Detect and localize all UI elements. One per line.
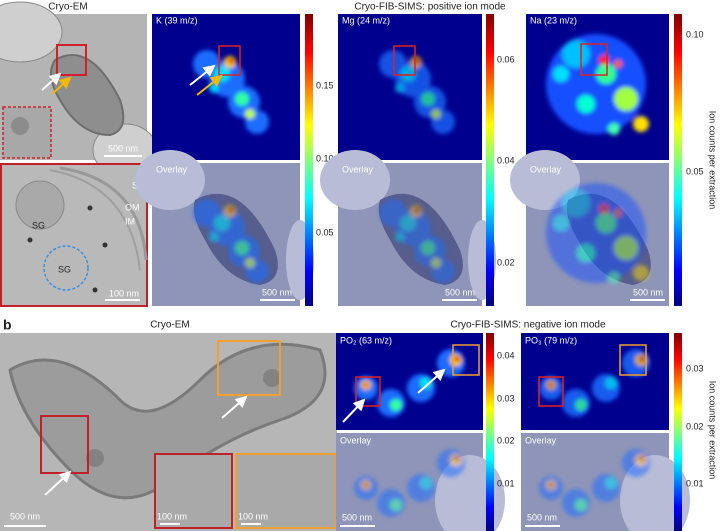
colorbar-tick-label: 0.01	[686, 478, 704, 488]
cryo-em-title: Cryo-EM	[48, 2, 87, 13]
overlay-label: Overlay	[530, 164, 562, 174]
panel-label: b	[3, 317, 12, 333]
overlay-image	[521, 433, 690, 531]
colorbar-tick-label: 0.05	[316, 227, 334, 237]
colorbar	[674, 333, 682, 531]
zoom-label: IM	[125, 216, 135, 226]
overlay-label: Overlay	[156, 164, 188, 174]
colorbar-tick-label: 0.06	[497, 54, 515, 64]
colorbar	[486, 333, 494, 531]
map-title: PO₂ (63 m/z)	[340, 335, 392, 345]
zoom-image	[0, 163, 148, 307]
scale-bar-label: 500 nm	[262, 287, 292, 297]
colorbar	[486, 14, 494, 306]
axis-label: Ion counts per extraction	[708, 111, 718, 210]
scale-bar-label: 100 nm	[238, 511, 268, 521]
zoom-label: S	[132, 180, 138, 190]
overlay-image	[510, 150, 669, 306]
colorbar	[305, 14, 313, 306]
zoom-label: OM	[125, 202, 140, 212]
colorbar-tick-label: 0.03	[497, 393, 515, 403]
overlay-image	[336, 433, 505, 531]
colorbar	[674, 14, 682, 306]
ion-map	[336, 333, 483, 430]
map-title: Mg (24 m/z)	[342, 15, 390, 25]
scale-bar-label: 500 nm	[108, 143, 138, 153]
colorbar-tick-label: 0.10	[686, 29, 704, 39]
overlay-image	[320, 150, 496, 306]
colorbar-tick-label: 0.04	[497, 350, 515, 360]
colorbar-tick-label: 0.03	[686, 363, 704, 373]
colorbar-tick-label: 0.04	[497, 155, 515, 165]
scale-bar-label: 100 nm	[109, 288, 139, 298]
map-title: K (39 m/z)	[156, 15, 198, 25]
scale-bar-label: 500 nm	[342, 512, 372, 522]
colorbar-tick-label: 0.02	[497, 435, 515, 445]
colorbar-tick-label: 0.05	[686, 166, 704, 176]
ion-map	[338, 14, 482, 160]
overlay-label: Overlay	[340, 435, 372, 445]
scale-bar-label: 100 nm	[157, 511, 187, 521]
scale-bar-label: 500 nm	[10, 511, 40, 521]
cryo-em-title: Cryo-EM	[150, 320, 189, 331]
ion-map	[521, 333, 669, 430]
scale-bar-label: 500 nm	[633, 287, 663, 297]
scale-bar-label: 500 nm	[445, 287, 475, 297]
ion-map	[526, 14, 669, 160]
cryo-em-image	[0, 333, 337, 531]
overlay-label: Overlay	[525, 435, 557, 445]
cryo-em-image	[0, 1, 158, 177]
map-title: PO₃ (79 m/z)	[525, 335, 577, 345]
zoom-label: SG	[32, 220, 45, 230]
sims-title: Cryo-FIB-SIMS: negative ion mode	[450, 320, 605, 331]
colorbar-tick-label: 0.02	[686, 421, 704, 431]
colorbar-tick-label: 0.15	[316, 80, 334, 90]
ion-map	[152, 14, 300, 160]
zoom-label: SG	[58, 264, 71, 274]
axis-label: Ion counts per extraction	[708, 381, 718, 480]
colorbar-tick-label: 0.10	[316, 153, 334, 163]
colorbar-tick-label: 0.02	[497, 257, 515, 267]
map-title: Na (23 m/z)	[530, 15, 577, 25]
overlay-label: Overlay	[342, 164, 374, 174]
colorbar-tick-label: 0.01	[497, 478, 515, 488]
sims-title: Cryo-FIB-SIMS: positive ion mode	[354, 2, 506, 13]
scale-bar-label: 500 nm	[527, 512, 557, 522]
